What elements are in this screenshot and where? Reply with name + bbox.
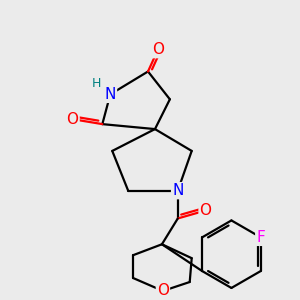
Text: O: O <box>157 284 169 298</box>
Text: N: N <box>172 183 184 198</box>
Text: F: F <box>256 230 265 245</box>
Text: O: O <box>200 203 211 218</box>
Text: H: H <box>92 77 101 90</box>
Text: N: N <box>105 87 116 102</box>
Text: O: O <box>152 42 164 57</box>
Text: O: O <box>67 112 79 127</box>
